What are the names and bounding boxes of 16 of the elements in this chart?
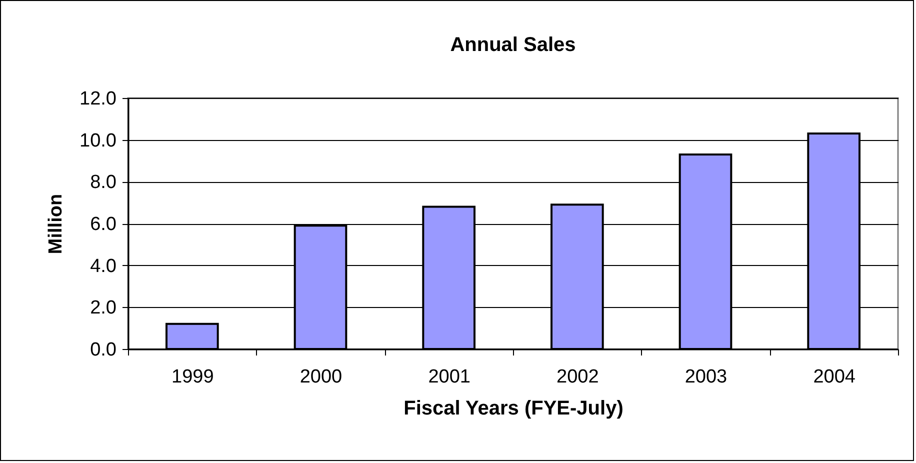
y-axis-title: Million xyxy=(46,194,67,254)
x-tick-label: 2002 xyxy=(556,366,599,388)
y-tick-label: 4.0 xyxy=(90,256,116,277)
y-tick-label: 8.0 xyxy=(90,172,116,194)
x-tick-label: 2004 xyxy=(813,366,856,388)
y-tick-label: 0.0 xyxy=(90,340,116,360)
x-tick-label: 1999 xyxy=(172,366,214,388)
x-tick-label: 2003 xyxy=(684,366,728,388)
x-tick-label: 2000 xyxy=(300,366,342,388)
x-axis-title: Fiscal Years (FYE-July) xyxy=(404,398,624,420)
y-tick-label: 12.0 xyxy=(80,88,116,110)
y-tick-label: 2.0 xyxy=(90,298,116,319)
chart-title: Annual Sales xyxy=(450,34,576,56)
y-tick-label: 6.0 xyxy=(90,214,116,235)
x-tick-label: 2001 xyxy=(428,366,470,388)
y-tick-label: 10.0 xyxy=(80,130,116,152)
